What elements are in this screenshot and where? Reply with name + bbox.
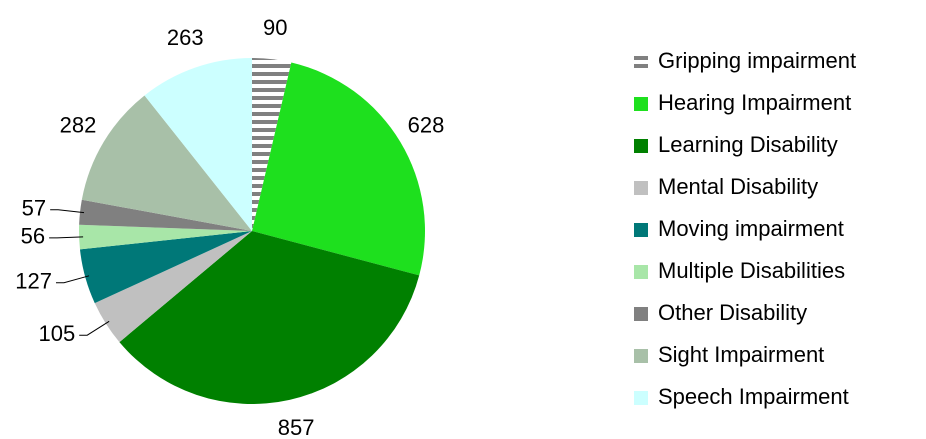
leader-line (49, 236, 84, 239)
legend-label: Multiple Disabilities (658, 258, 845, 283)
pie-slice (79, 224, 252, 250)
data-label: 263 (167, 25, 204, 50)
legend-swatch (634, 139, 648, 153)
data-label: 105 (38, 321, 75, 346)
pie-slice (94, 231, 252, 343)
pie-slice (79, 199, 253, 231)
legend-label: Hearing Impairment (658, 90, 851, 115)
leader-line (55, 275, 90, 284)
pie-slice (144, 58, 252, 231)
pie-slice (79, 231, 252, 304)
legend-swatch (634, 391, 648, 405)
legend-swatch (634, 349, 648, 363)
legend-swatch (634, 55, 648, 69)
data-label: 90 (263, 15, 287, 40)
data-label: 57 (22, 196, 46, 221)
pie-slice (119, 231, 420, 404)
legend-label: Mental Disability (658, 174, 818, 199)
pie-slice (252, 62, 425, 276)
leader-line (50, 209, 85, 214)
legend-swatch (634, 265, 648, 279)
data-label: 857 (278, 415, 315, 439)
legend-label: Speech Impairment (658, 384, 849, 409)
legend-label: Learning Disability (658, 132, 838, 157)
legend-label: Moving impairment (658, 216, 844, 241)
legend-label: Gripping impairment (658, 48, 856, 73)
data-label: 56 (21, 224, 45, 249)
data-label: 282 (60, 112, 97, 137)
data-label: 127 (15, 269, 52, 294)
pie-slice (252, 58, 292, 231)
pie-slice (81, 95, 252, 231)
leader-line (79, 320, 110, 336)
legend-swatch (634, 307, 648, 321)
legend-swatch (634, 97, 648, 111)
legend-label: Other Disability (658, 300, 807, 325)
legend-swatch (634, 181, 648, 195)
data-label: 628 (408, 112, 445, 137)
legend-swatch (634, 223, 648, 237)
legend-label: Sight Impairment (658, 342, 824, 367)
